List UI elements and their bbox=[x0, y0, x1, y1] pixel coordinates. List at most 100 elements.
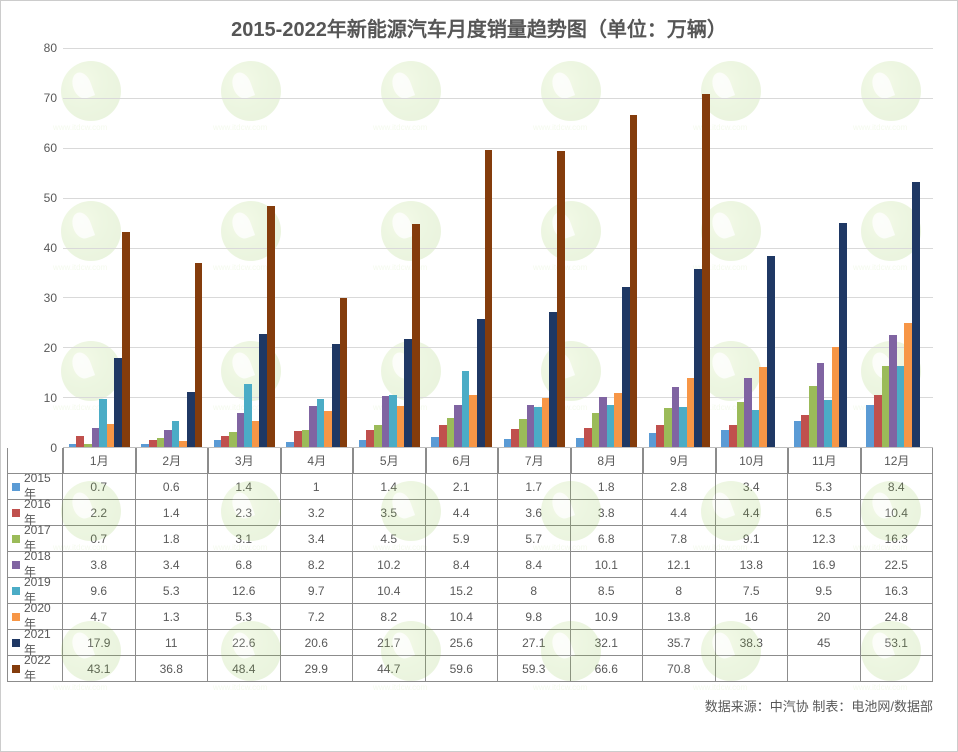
bar bbox=[866, 405, 874, 447]
x-label: 4月 bbox=[281, 448, 354, 474]
table-cell: 10.9 bbox=[571, 604, 644, 630]
bar bbox=[107, 424, 115, 447]
bar bbox=[557, 151, 565, 447]
bar bbox=[839, 223, 847, 447]
chart-title: 2015-2022年新能源汽车月度销量趋势图（单位：万辆） bbox=[1, 1, 957, 48]
table-cell: 59.6 bbox=[426, 656, 499, 682]
bar bbox=[767, 256, 775, 447]
table-cell: 12.3 bbox=[788, 526, 861, 552]
bar bbox=[412, 224, 420, 447]
table-cell: 43.1 bbox=[63, 656, 136, 682]
table-cell: 16.3 bbox=[861, 526, 934, 552]
bar bbox=[164, 430, 172, 447]
table-cell: 32.1 bbox=[571, 630, 644, 656]
bar bbox=[439, 425, 447, 447]
table-row: 2018年3.83.46.88.210.28.48.410.112.113.81… bbox=[7, 552, 933, 578]
table-cell: 17.9 bbox=[63, 630, 136, 656]
table-cell: 12.1 bbox=[643, 552, 716, 578]
bar bbox=[592, 413, 600, 447]
bar bbox=[721, 430, 729, 447]
bar bbox=[874, 395, 882, 447]
table-cell: 3.8 bbox=[571, 500, 644, 526]
y-tick-label: 40 bbox=[44, 241, 57, 255]
table-cell: 4.7 bbox=[63, 604, 136, 630]
table-cell: 2.8 bbox=[643, 474, 716, 500]
table-cell: 1.8 bbox=[571, 474, 644, 500]
table-cell: 3.4 bbox=[281, 526, 354, 552]
bar bbox=[122, 232, 130, 447]
table-cell bbox=[788, 656, 861, 682]
bar bbox=[702, 94, 710, 447]
y-tick-label: 30 bbox=[44, 291, 57, 305]
bar bbox=[99, 399, 107, 447]
bar bbox=[229, 432, 237, 447]
table-cell: 9.6 bbox=[63, 578, 136, 604]
y-tick-label: 80 bbox=[44, 41, 57, 55]
table-cell: 3.2 bbox=[281, 500, 354, 526]
table-cell: 0.7 bbox=[63, 526, 136, 552]
bar bbox=[542, 398, 550, 447]
x-label: 6月 bbox=[426, 448, 499, 474]
bar bbox=[294, 431, 302, 447]
bar bbox=[149, 440, 157, 447]
table-cell: 3.6 bbox=[498, 500, 571, 526]
bar bbox=[759, 367, 767, 447]
bar bbox=[214, 440, 222, 447]
row-cells: 3.83.46.88.210.28.48.410.112.113.816.922… bbox=[63, 552, 933, 578]
bar bbox=[389, 395, 397, 447]
bar bbox=[485, 150, 493, 447]
bar bbox=[630, 115, 638, 447]
bar bbox=[92, 428, 100, 447]
data-table: 2015年0.70.61.411.42.11.71.82.83.45.38.42… bbox=[7, 474, 933, 682]
x-label: 1月 bbox=[63, 448, 136, 474]
y-tick-label: 20 bbox=[44, 341, 57, 355]
bar bbox=[504, 439, 512, 447]
table-cell: 35.7 bbox=[643, 630, 716, 656]
y-tick-label: 60 bbox=[44, 141, 57, 155]
table-cell: 8.5 bbox=[571, 578, 644, 604]
table-cell: 38.3 bbox=[716, 630, 789, 656]
legend-swatch bbox=[12, 483, 20, 491]
table-cell: 29.9 bbox=[281, 656, 354, 682]
bar bbox=[752, 410, 760, 447]
x-label: 3月 bbox=[208, 448, 281, 474]
table-cell: 45 bbox=[788, 630, 861, 656]
bar bbox=[359, 440, 367, 447]
bar bbox=[187, 392, 195, 447]
table-cell: 10.4 bbox=[426, 604, 499, 630]
bar bbox=[469, 395, 477, 447]
y-axis: 01020304050607080 bbox=[29, 48, 63, 448]
data-source: 数据来源：中汽协 制表：电池网/数据部 bbox=[1, 682, 957, 715]
bar bbox=[649, 433, 657, 447]
bar bbox=[679, 407, 687, 447]
legend-swatch bbox=[12, 535, 20, 543]
table-cell: 8.4 bbox=[426, 552, 499, 578]
bar bbox=[252, 421, 260, 447]
bar bbox=[324, 411, 332, 447]
bar bbox=[309, 406, 317, 447]
x-label: 5月 bbox=[353, 448, 426, 474]
table-cell: 7.2 bbox=[281, 604, 354, 630]
table-cell: 5.9 bbox=[426, 526, 499, 552]
bar bbox=[366, 430, 374, 447]
legend-swatch bbox=[12, 639, 20, 647]
table-cell: 24.8 bbox=[861, 604, 934, 630]
x-label: 2月 bbox=[136, 448, 209, 474]
table-cell: 9.7 bbox=[281, 578, 354, 604]
legend-swatch bbox=[12, 587, 20, 595]
table-cell: 10.1 bbox=[571, 552, 644, 578]
bar bbox=[912, 182, 920, 447]
table-row: 2016年2.21.42.33.23.54.43.63.84.44.46.510… bbox=[7, 500, 933, 526]
table-cell: 53.1 bbox=[861, 630, 934, 656]
table-cell: 13.8 bbox=[716, 552, 789, 578]
table-cell: 3.5 bbox=[353, 500, 426, 526]
bar bbox=[549, 312, 557, 447]
bar bbox=[664, 408, 672, 447]
series-label: 2022年 bbox=[7, 656, 63, 682]
bar bbox=[114, 358, 122, 447]
bar bbox=[584, 428, 592, 447]
bar bbox=[397, 406, 405, 447]
table-row: 2015年0.70.61.411.42.11.71.82.83.45.38.4 bbox=[7, 474, 933, 500]
table-cell bbox=[716, 656, 789, 682]
table-cell: 8.2 bbox=[281, 552, 354, 578]
